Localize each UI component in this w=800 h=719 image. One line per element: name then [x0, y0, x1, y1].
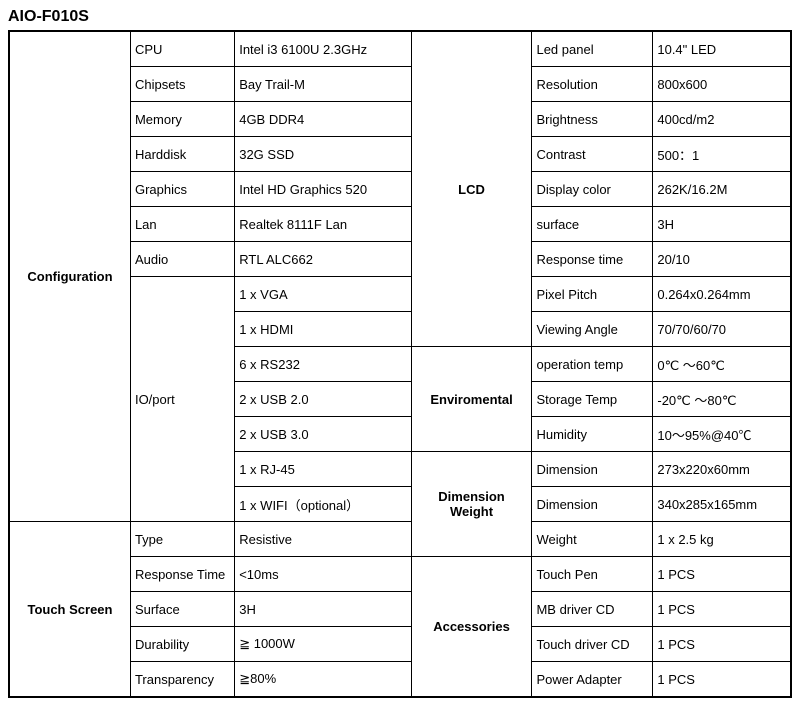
label-lan: Lan: [130, 207, 234, 242]
page-title: AIO-F010S: [8, 8, 792, 26]
value-ledpanel: 10.4" LED: [653, 31, 791, 67]
category-lcd: LCD: [411, 31, 532, 347]
label-memory: Memory: [130, 102, 234, 137]
value-dim2: 340x285x165mm: [653, 487, 791, 522]
label-displaycolor: Display color: [532, 172, 653, 207]
value-cpu: Intel i3 6100U 2.3GHz: [235, 31, 411, 67]
label-responsetime: Response time: [532, 242, 653, 277]
label-ioport: IO/port: [130, 277, 234, 522]
label-storagetemp: Storage Temp: [532, 382, 653, 417]
value-tsresponse: <10ms: [235, 557, 411, 592]
label-weight: Weight: [532, 522, 653, 557]
category-configuration: Configuration: [9, 31, 130, 522]
label-humidity: Humidity: [532, 417, 653, 452]
label-mbdriver: MB driver CD: [532, 592, 653, 627]
label-tsresponse: Response Time: [130, 557, 234, 592]
label-poweradapter: Power Adapter: [532, 662, 653, 698]
label-dim1: Dimension: [532, 452, 653, 487]
label-chipsets: Chipsets: [130, 67, 234, 102]
label-optemp: operation temp: [532, 347, 653, 382]
value-harddisk: 32G SSD: [235, 137, 411, 172]
value-touchdriver: 1 PCS: [653, 627, 791, 662]
value-graphics: Intel HD Graphics 520: [235, 172, 411, 207]
label-resolution: Resolution: [532, 67, 653, 102]
category-accessories: Accessories: [411, 557, 532, 698]
label-dim2: Dimension: [532, 487, 653, 522]
value-ioport-5: 1 x RJ-45: [235, 452, 411, 487]
label-tssurface: Surface: [130, 592, 234, 627]
value-humidity: 10～95%@40℃: [653, 417, 791, 452]
category-dimension: Dimension Weight: [411, 452, 532, 557]
value-transparency: ≧80%: [235, 662, 411, 698]
table-row: Configuration CPU Intel i3 6100U 2.3GHz …: [9, 31, 791, 67]
label-graphics: Graphics: [130, 172, 234, 207]
value-poweradapter: 1 PCS: [653, 662, 791, 698]
value-storagetemp: -20℃ ～80℃: [653, 382, 791, 417]
value-brightness: 400cd/m2: [653, 102, 791, 137]
label-pixelpitch: Pixel Pitch: [532, 277, 653, 312]
label-contrast: Contrast: [532, 137, 653, 172]
category-touchscreen: Touch Screen: [9, 522, 130, 698]
value-pixelpitch: 0.264x0.264mm: [653, 277, 791, 312]
value-type: Resistive: [235, 522, 411, 557]
value-ioport-6: 1 x WIFI（optional）: [235, 487, 411, 522]
label-audio: Audio: [130, 242, 234, 277]
table-row: Touch Screen Type Resistive Weight 1 x 2…: [9, 522, 791, 557]
value-dim1: 273x220x60mm: [653, 452, 791, 487]
value-touchpen: 1 PCS: [653, 557, 791, 592]
value-ioport-3: 2 x USB 2.0: [235, 382, 411, 417]
value-tssurface: 3H: [235, 592, 411, 627]
value-weight: 1 x 2.5 kg: [653, 522, 791, 557]
value-ioport-0: 1 x VGA: [235, 277, 411, 312]
label-transparency: Transparency: [130, 662, 234, 698]
value-displaycolor: 262K/16.2M: [653, 172, 791, 207]
label-touchpen: Touch Pen: [532, 557, 653, 592]
value-ioport-2: 6 x RS232: [235, 347, 411, 382]
value-lan: Realtek 8111F Lan: [235, 207, 411, 242]
value-durability: ≧ 1000W: [235, 627, 411, 662]
value-optemp: 0℃ ～60℃: [653, 347, 791, 382]
label-viewingangle: Viewing Angle: [532, 312, 653, 347]
value-contrast: 500：1: [653, 137, 791, 172]
label-durability: Durability: [130, 627, 234, 662]
spec-table: Configuration CPU Intel i3 6100U 2.3GHz …: [8, 30, 792, 698]
value-ioport-1: 1 x HDMI: [235, 312, 411, 347]
value-lcdsurface: 3H: [653, 207, 791, 242]
value-chipsets: Bay Trail-M: [235, 67, 411, 102]
category-environmental: Enviromental: [411, 347, 532, 452]
value-viewingangle: 70/70/60/70: [653, 312, 791, 347]
value-ioport-4: 2 x USB 3.0: [235, 417, 411, 452]
value-responsetime: 20/10: [653, 242, 791, 277]
label-harddisk: Harddisk: [130, 137, 234, 172]
label-brightness: Brightness: [532, 102, 653, 137]
label-lcdsurface: surface: [532, 207, 653, 242]
label-cpu: CPU: [130, 31, 234, 67]
value-memory: 4GB DDR4: [235, 102, 411, 137]
label-touchdriver: Touch driver CD: [532, 627, 653, 662]
value-audio: RTL ALC662: [235, 242, 411, 277]
label-type: Type: [130, 522, 234, 557]
label-ledpanel: Led panel: [532, 31, 653, 67]
value-mbdriver: 1 PCS: [653, 592, 791, 627]
value-resolution: 800x600: [653, 67, 791, 102]
